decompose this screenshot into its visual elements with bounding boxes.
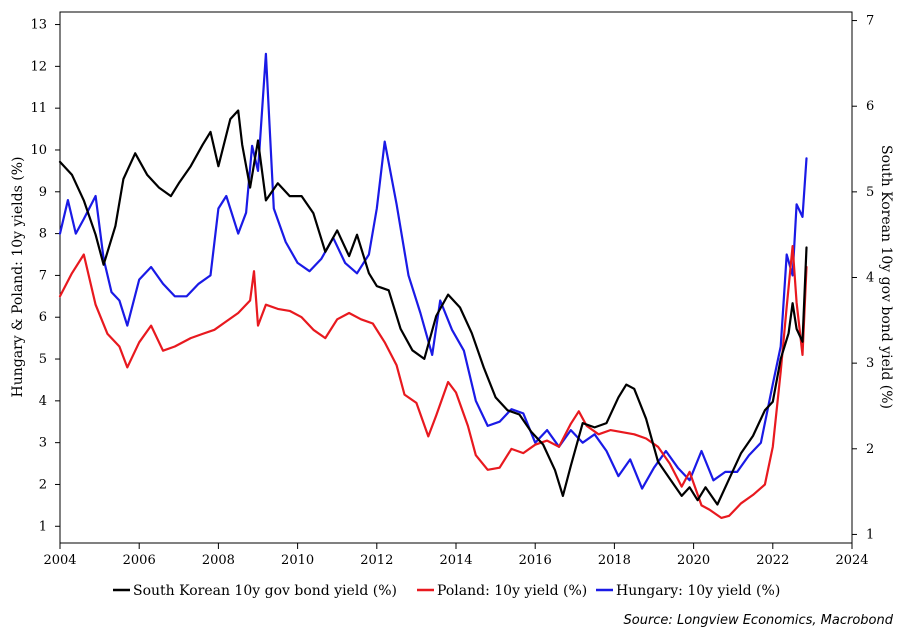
- x-tick-label: 2024: [835, 553, 868, 568]
- right-tick-label: 7: [866, 14, 874, 29]
- left-tick-label: 6: [39, 310, 47, 325]
- legend-label-korea: South Korean 10y gov bond yield (%): [133, 583, 397, 599]
- right-tick-label: 4: [866, 271, 874, 286]
- right-axis-title: South Korean 10y gov bond yield (%): [878, 145, 894, 409]
- left-tick-label: 3: [39, 436, 47, 451]
- left-tick-label: 7: [39, 268, 47, 283]
- left-tick-label: 4: [39, 394, 47, 409]
- x-tick-label: 2018: [598, 553, 631, 568]
- left-tick-label: 8: [39, 227, 47, 242]
- left-tick-label: 5: [39, 352, 47, 367]
- series-line-poland: [58, 245, 808, 520]
- x-tick-label: 2016: [519, 553, 552, 568]
- left-tick-label: 10: [30, 143, 47, 158]
- series-lines: [58, 52, 808, 520]
- right-tick-label: 1: [866, 527, 874, 542]
- plot-frame: [59, 11, 853, 544]
- x-tick-label: 2008: [202, 553, 235, 568]
- left-tick-label: 12: [30, 59, 47, 74]
- legend: South Korean 10y gov bond yield (%) Pola…: [113, 583, 780, 599]
- x-axis: 2004 2006 2008 2010 2012 2014 2016 2018 2020 2022…: [43, 543, 869, 568]
- source-note: Source: Longview Economics, Macrobond: [624, 613, 894, 628]
- left-tick-label: 9: [39, 185, 47, 200]
- x-tick-label: 2014: [439, 553, 472, 568]
- right-tick-label: 6: [866, 99, 874, 114]
- series-line-hungary: [58, 52, 808, 490]
- right-tick-label: 2: [866, 442, 874, 457]
- left-tick-label: 11: [30, 101, 47, 116]
- left-tick-label: 13: [30, 18, 47, 33]
- x-tick-label: 2004: [43, 553, 76, 568]
- x-tick-label: 2022: [756, 553, 789, 568]
- left-axis-title: Hungary & Poland: 10y yields (%): [10, 157, 26, 398]
- series-line-korea: [58, 109, 808, 506]
- x-tick-label: 2010: [281, 553, 314, 568]
- left-tick-label: 1: [39, 519, 47, 534]
- x-tick-label: 2006: [123, 553, 156, 568]
- legend-label-poland: Poland: 10y yield (%): [437, 583, 587, 599]
- right-tick-label: 5: [866, 185, 874, 200]
- right-y-axis: 1 2 3 4 5 6 7: [852, 14, 874, 542]
- x-tick-label: 2020: [677, 553, 710, 568]
- right-tick-label: 3: [866, 356, 874, 371]
- x-tick-label: 2012: [360, 553, 393, 568]
- legend-label-hungary: Hungary: 10y yield (%): [616, 583, 780, 599]
- left-tick-label: 2: [39, 477, 47, 492]
